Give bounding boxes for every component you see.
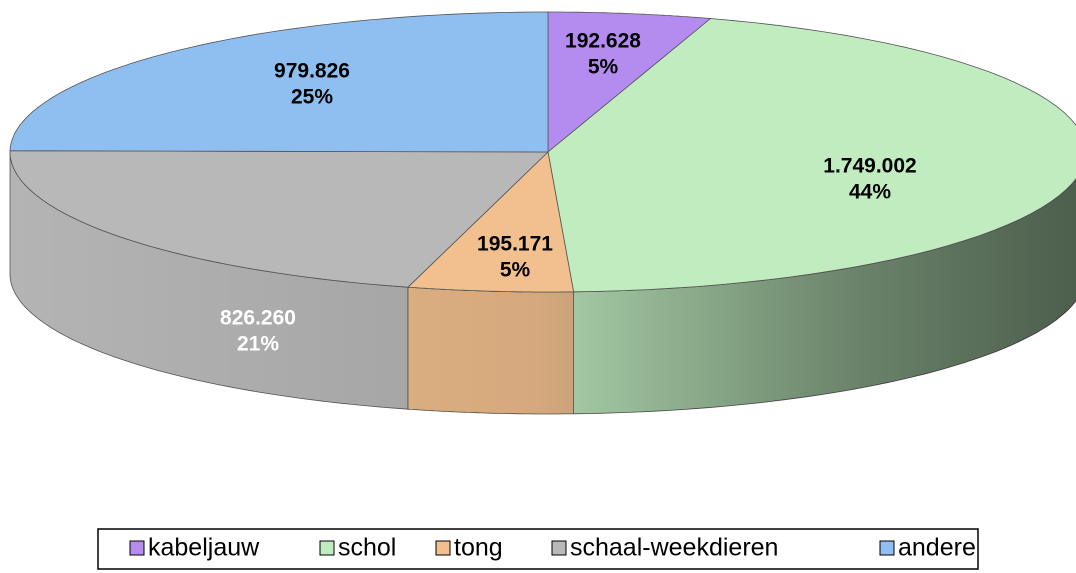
pie-slice <box>9 11 549 153</box>
value-label: 1.749.002 <box>823 155 916 178</box>
legend-swatch <box>551 540 567 556</box>
pie-sides <box>9 151 1076 415</box>
pie-side-shade <box>407 287 574 414</box>
pie-slice <box>547 11 712 153</box>
data-labels: 192.628 5% 1.749.002 44% 195.171 5% 826.260 21%… <box>220 30 917 356</box>
legend-label: schaal-weekdieren <box>570 534 778 562</box>
pie-side-shade <box>573 178 1076 414</box>
legend-label: kabeljauw <box>148 534 260 562</box>
pie-slice <box>547 18 1076 293</box>
legend-label: tong <box>454 534 503 562</box>
legend-label: andere <box>898 534 976 562</box>
legend-box <box>97 528 979 570</box>
legend-label: schol <box>338 534 396 562</box>
legend: kabeljauw schol tong schaal-weekdieren ander… <box>129 534 976 562</box>
legend-swatch <box>129 540 145 556</box>
value-label: 195.171 <box>477 233 553 256</box>
percent-label: 5% <box>500 259 531 282</box>
pie-tops <box>9 11 1076 293</box>
pie-slice <box>9 150 549 288</box>
pie-slice <box>406 151 575 293</box>
value-label: 979.826 <box>274 60 350 83</box>
percent-label: 5% <box>588 56 619 79</box>
percent-label: 44% <box>849 181 891 204</box>
legend-swatch <box>435 540 451 556</box>
percent-label: 21% <box>237 333 279 356</box>
percent-label: 25% <box>291 86 333 109</box>
pie-side-shade <box>10 152 408 410</box>
legend-swatch <box>879 540 895 556</box>
value-label: 192.628 <box>565 30 641 53</box>
legend-swatch <box>319 540 335 556</box>
value-label: 826.260 <box>220 307 296 330</box>
